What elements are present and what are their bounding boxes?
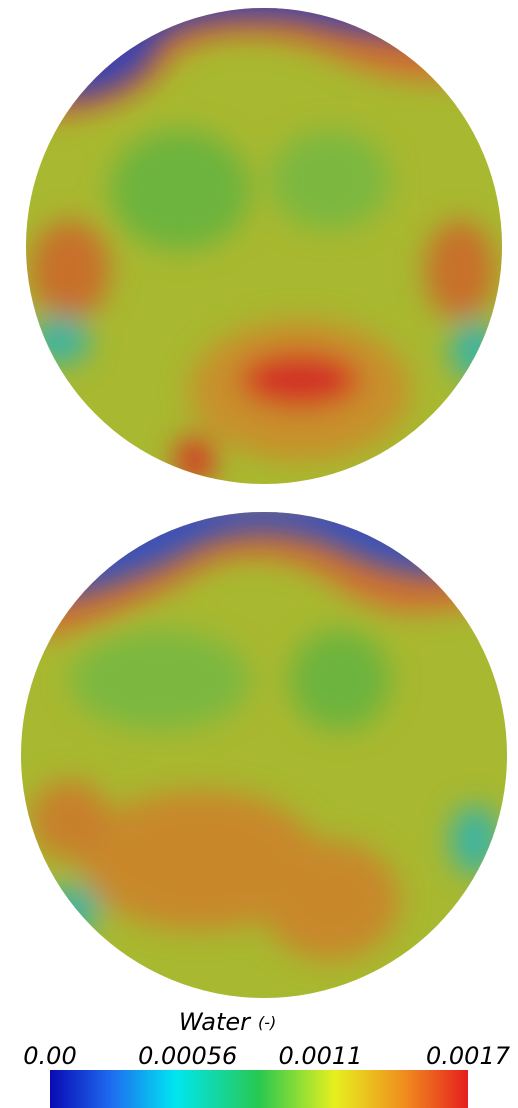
colorbar-tick-label: 0.0017 (426, 1042, 511, 1070)
field-bottom (20, 500, 518, 1010)
colorbar-tick-label: 0.0011 (278, 1042, 362, 1070)
colorbar-unit: (-) (258, 1013, 276, 1032)
colorbar-tick-label: 0.00 (23, 1042, 76, 1070)
figure: Water (-) 0.00 0.00056 0.0011 0.0017 (0, 0, 518, 1108)
colorbar-title: Water (179, 1008, 252, 1036)
field-top (20, 0, 518, 490)
colorbar-ticks: 0.00 0.00056 0.0011 0.0017 (23, 1042, 510, 1070)
colorbar-tick-label: 0.00056 (138, 1042, 237, 1070)
colorbar (50, 1070, 468, 1108)
